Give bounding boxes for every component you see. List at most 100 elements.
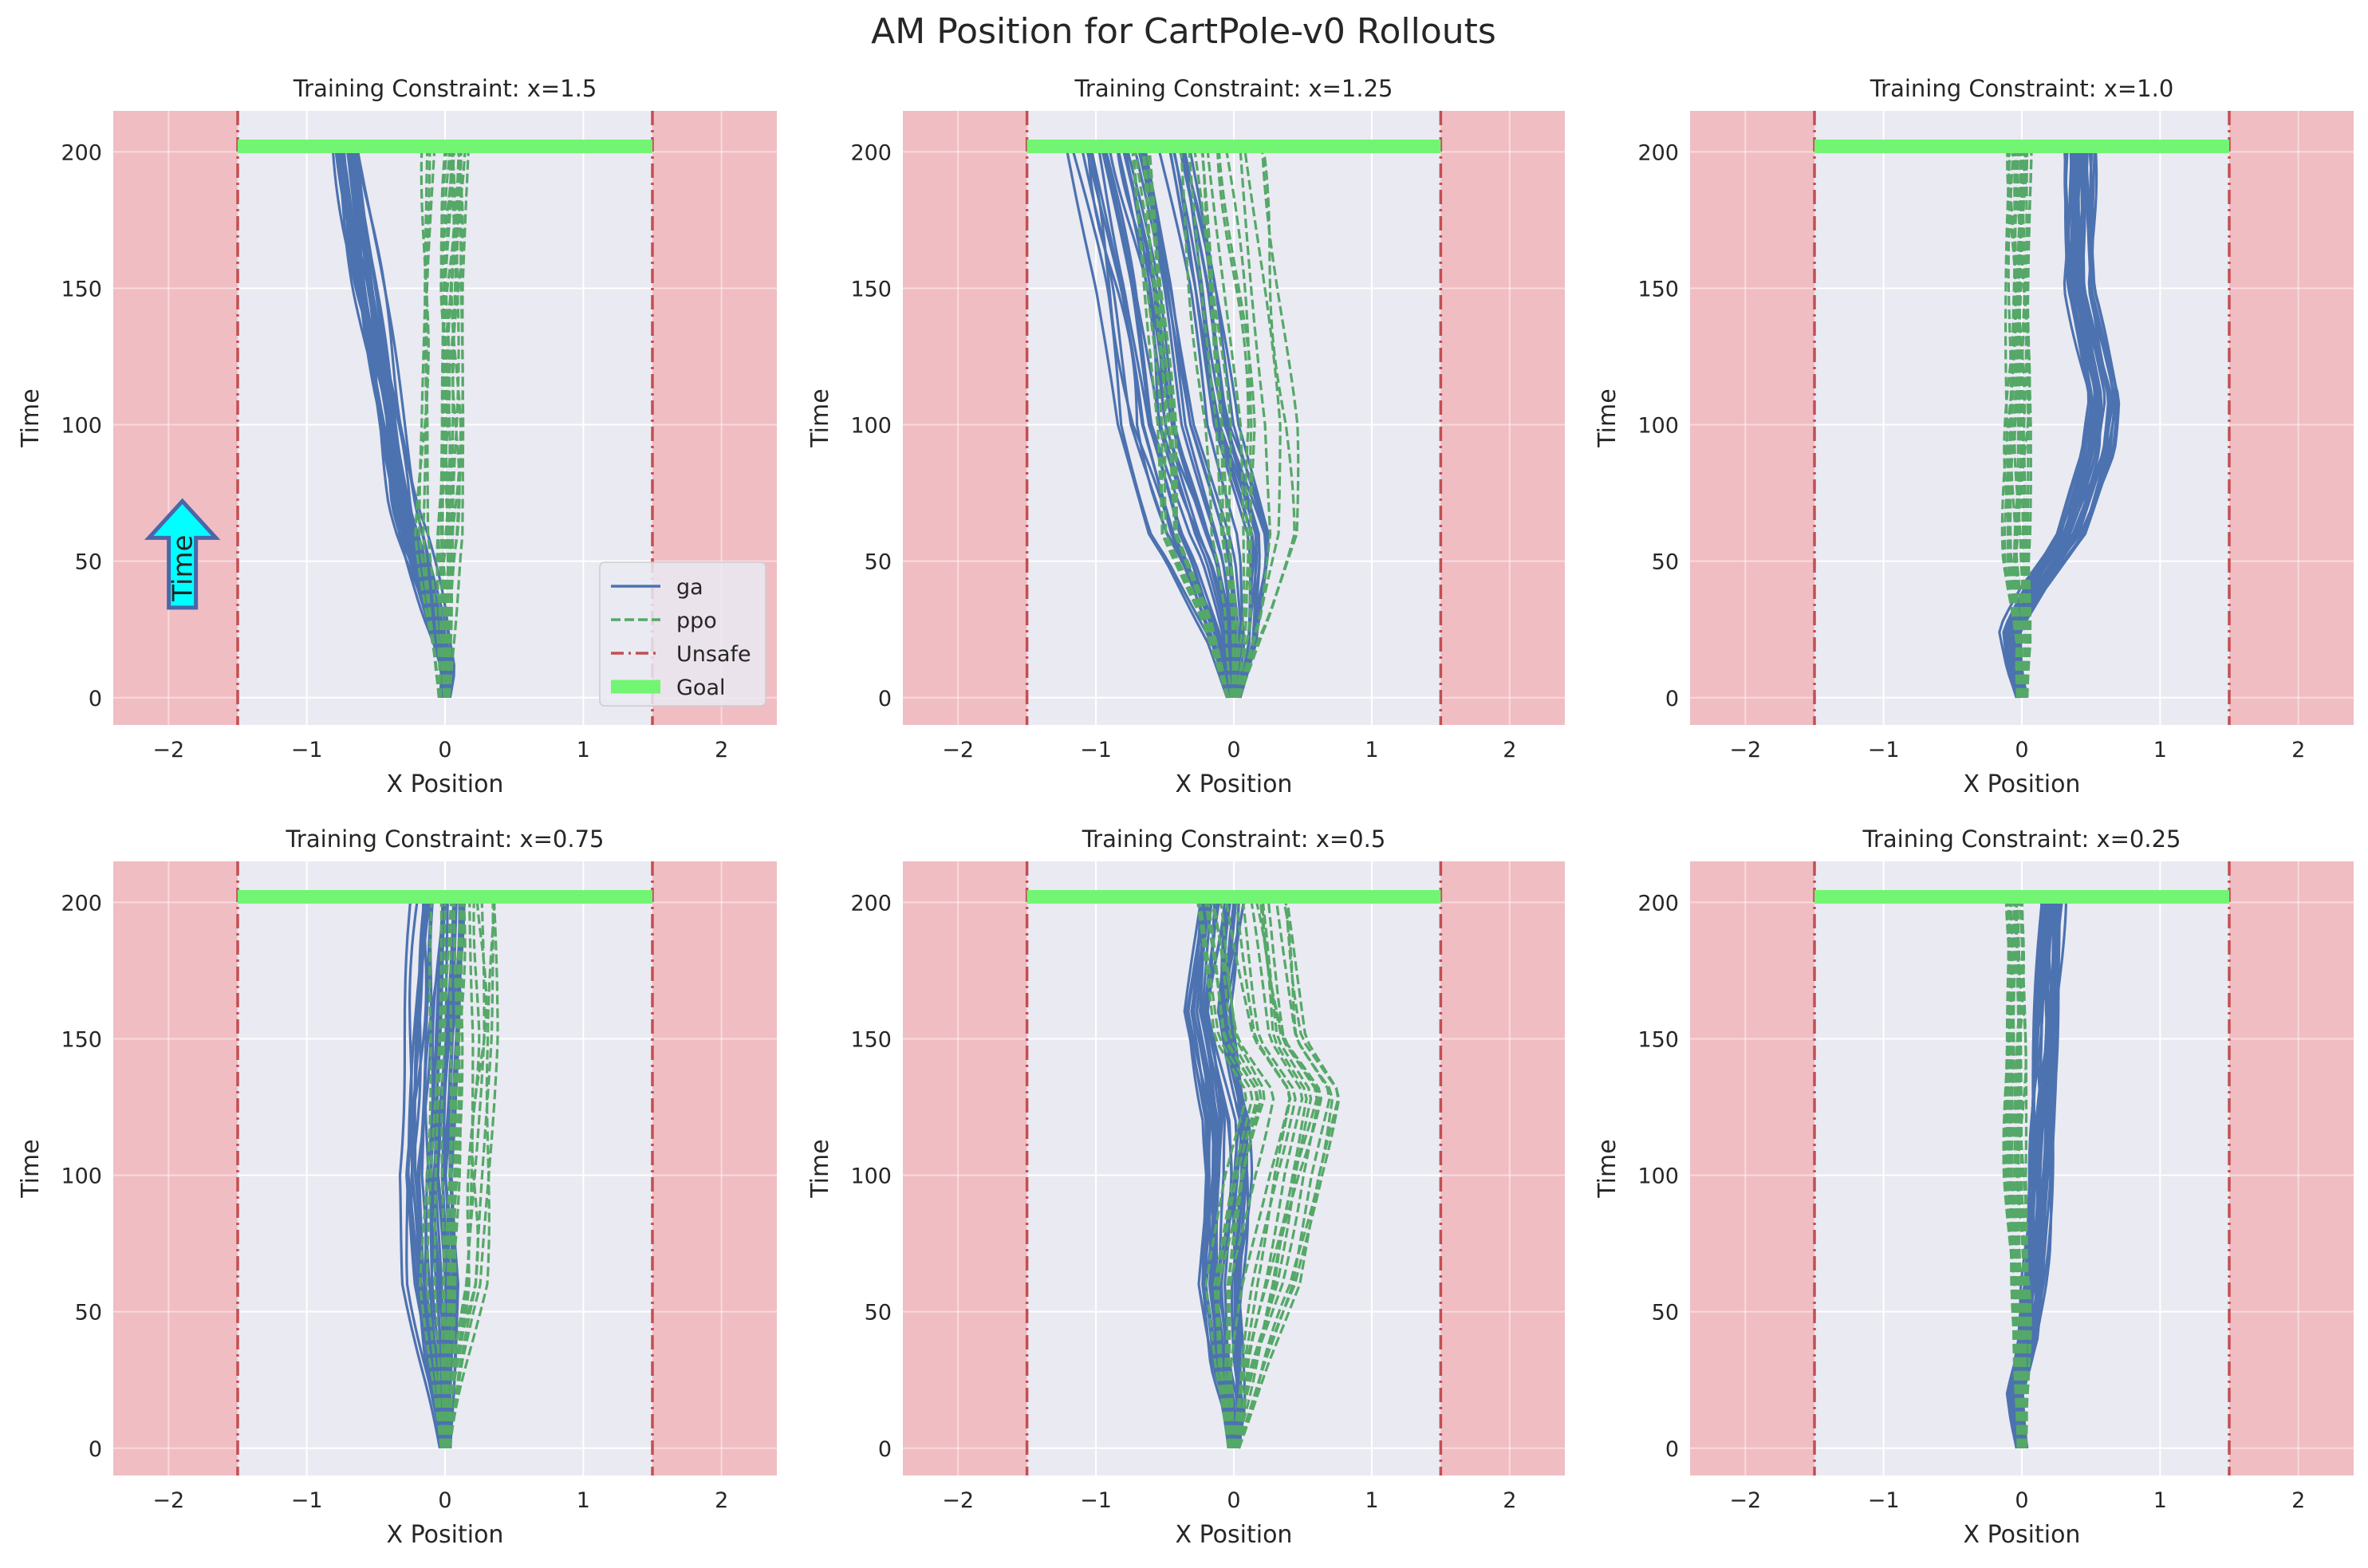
- ppo-trajectory: [2003, 152, 2019, 698]
- ppo-trajectory: [445, 902, 481, 1448]
- ga-trajectory: [406, 902, 443, 1448]
- y-tick-label: 0: [89, 1437, 102, 1462]
- unsafe-region-left: [113, 861, 238, 1475]
- ppo-trajectory: [1216, 152, 1252, 699]
- ga-trajectory: [1142, 152, 1243, 698]
- legend-label-ppo: ppo: [676, 609, 717, 633]
- y-tick-label: 0: [1665, 1437, 1679, 1462]
- y-tick-label: 100: [61, 1164, 102, 1189]
- x-tick-label: −1: [1080, 738, 1112, 762]
- subplot-title: Training Constraint: x=1.5: [293, 75, 597, 102]
- ga-trajectory: [1087, 152, 1231, 699]
- y-tick-label: 150: [1637, 277, 1679, 301]
- x-tick-label: −1: [291, 1488, 323, 1513]
- unsafe-region-right: [1440, 861, 1565, 1475]
- subplot-1: −2 −1 0 1 2 0 50 100 150 200 Training Constraint: …: [17, 75, 777, 798]
- ppo-trajectory: [1141, 152, 1230, 699]
- subplot-6: −2 −1 0 1 2 0 50 100 150 200 Training Constraint: …: [1594, 825, 2354, 1549]
- ppo-trajectory: [1180, 152, 1233, 698]
- subplot-title: Training Constraint: x=0.5: [1082, 825, 1386, 853]
- subplot-title: Training Constraint: x=1.25: [1074, 75, 1393, 102]
- y-tick-label: 200: [1637, 140, 1679, 165]
- ga-trajectory: [1066, 152, 1228, 699]
- ppo-trajectory: [1235, 902, 1320, 1449]
- ga-trajectory: [1198, 902, 1233, 1448]
- ga-trajectory: [1168, 152, 1255, 699]
- ppo-trajectory: [1238, 152, 1300, 699]
- ppo-trajectory: [425, 152, 443, 698]
- y-tick-label: 100: [1637, 414, 1679, 439]
- ppo-trajectory: [419, 902, 443, 1448]
- ppo-trajectory: [418, 152, 440, 698]
- x-tick-label: 1: [577, 1488, 590, 1513]
- legend-label-ga: ga: [676, 575, 703, 600]
- x-tick-label: 0: [2015, 1488, 2028, 1513]
- y-tick-label: 200: [850, 140, 892, 165]
- ga-trajectory: [331, 152, 443, 698]
- subplot-3: −2 −1 0 1 2 0 50 100 150 200 Training Constraint: …: [1594, 75, 2354, 798]
- y-tick-label: 150: [61, 277, 102, 301]
- ppo-trajectory: [1146, 152, 1230, 699]
- y-axis-label: Time: [1594, 1139, 1621, 1198]
- y-tick-label: 100: [850, 1164, 892, 1189]
- y-tick-label: 150: [1637, 1027, 1679, 1052]
- ga-trajectory: [1187, 902, 1231, 1448]
- y-tick-label: 50: [865, 550, 892, 575]
- x-axis-label: X Position: [387, 770, 504, 798]
- x-tick-label: 2: [715, 738, 728, 762]
- x-axis-label: X Position: [1176, 770, 1293, 798]
- ppo-trajectory: [439, 152, 456, 698]
- ppo-trajectory: [447, 902, 499, 1449]
- ppo-trajectory: [1232, 902, 1297, 1448]
- x-tick-label: 0: [438, 1488, 451, 1513]
- y-axis-label: Time: [806, 1139, 834, 1198]
- legend-box: [599, 561, 766, 707]
- ppo-trajectory: [1232, 902, 1292, 1448]
- y-axis-label: Time: [17, 1139, 45, 1198]
- ppo-runs: [419, 902, 499, 1449]
- y-tick-label: 200: [1637, 891, 1679, 916]
- ppo-trajectory: [1199, 902, 1254, 1448]
- ppo-trajectory: [414, 152, 440, 698]
- unsafe-region-left: [1690, 861, 1814, 1475]
- x-axis-label: X Position: [1176, 1521, 1293, 1549]
- ppo-trajectory: [1210, 901, 1266, 1448]
- ga-trajectory: [1123, 151, 1235, 698]
- ppo-runs: [2002, 902, 2032, 1448]
- y-tick-label: 200: [61, 140, 102, 165]
- x-tick-label: 1: [2153, 738, 2167, 762]
- ga-trajectory: [1158, 151, 1246, 699]
- ppo-trajectory: [440, 902, 453, 1448]
- ga-trajectory: [409, 902, 443, 1449]
- ppo-trajectory: [1132, 152, 1229, 699]
- ppo-trajectory: [443, 902, 463, 1448]
- y-tick-label: 150: [850, 1027, 892, 1052]
- ppo-runs: [1196, 901, 1341, 1449]
- unsafe-region-left: [903, 111, 1027, 725]
- ppo-trajectory: [1148, 152, 1230, 699]
- x-tick-label: 1: [1365, 738, 1378, 762]
- plot-content: [1690, 861, 2354, 1475]
- ga-trajectory: [2008, 152, 2100, 699]
- x-tick-label: 2: [2291, 738, 2305, 762]
- y-tick-label: 0: [878, 1437, 892, 1462]
- ppo-trajectory: [2017, 152, 2027, 698]
- ppo-trajectory: [447, 902, 494, 1449]
- x-tick-label: 1: [577, 738, 590, 762]
- ppo-trajectory: [443, 902, 465, 1448]
- legend: ga ppo Unsafe Goal: [599, 561, 766, 707]
- x-tick-label: −1: [1868, 1488, 1900, 1513]
- ppo-runs: [1131, 152, 1300, 699]
- ga-trajectory: [2013, 902, 2056, 1449]
- subplot-title: Training Constraint: x=0.25: [1862, 825, 2181, 853]
- subplot-4: −2 −1 0 1 2 0 50 100 150 200 Training Constraint: …: [17, 825, 777, 1549]
- x-tick-label: 0: [2015, 738, 2028, 762]
- x-tick-label: 1: [1365, 1488, 1378, 1513]
- x-tick-label: −2: [942, 738, 974, 762]
- ga-trajectory: [354, 152, 451, 698]
- x-tick-label: 2: [2291, 1488, 2305, 1513]
- plot-content: [903, 861, 1565, 1475]
- ppo-trajectory: [2014, 152, 2026, 698]
